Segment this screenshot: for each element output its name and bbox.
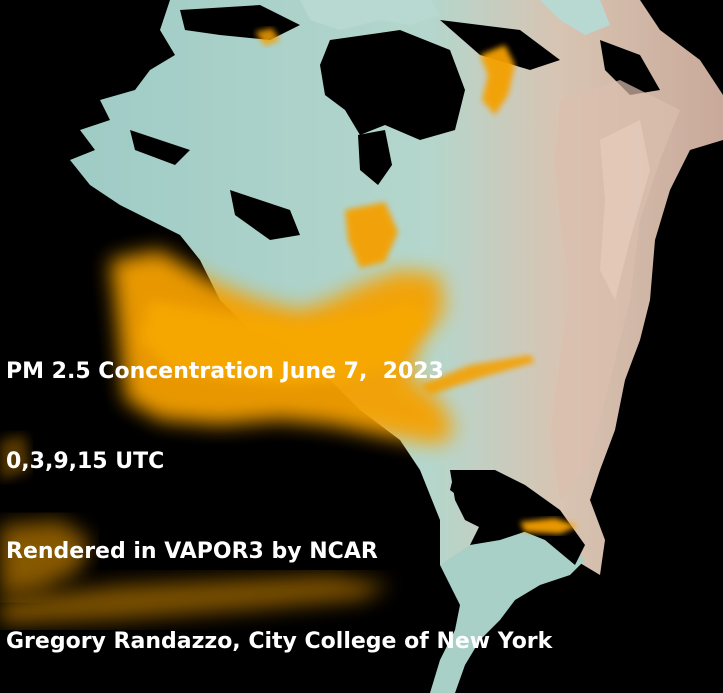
caption-renderer: Rendered in VAPOR3 by NCAR: [6, 539, 378, 564]
water-gulf-of-mexico: [450, 470, 585, 565]
caption-times: 0,3,9,15 UTC: [6, 449, 165, 474]
smoke-plume-pacific: [0, 520, 90, 595]
caption-author: Gregory Randazzo, City College of New Yo…: [6, 629, 553, 654]
smoke-plume-ontario: [345, 202, 398, 268]
caption-title: PM 2.5 Concentration June 7, 2023: [6, 359, 444, 384]
smoke-plume-north: [255, 28, 280, 46]
caption-block: PM 2.5 Concentration June 7, 2023 0,3,9,…: [6, 297, 552, 687]
smoke-plume-streak: [420, 355, 535, 395]
land-arctic-islands: [300, 0, 440, 30]
water-james-bay: [358, 130, 392, 185]
smoke-plume-quebec: [480, 45, 515, 115]
smoke-plume-gulf: [520, 518, 578, 534]
pm25-smoke-plumes: [0, 28, 578, 625]
land-mexico: [430, 530, 585, 693]
water-hudson-bay: [320, 30, 465, 140]
